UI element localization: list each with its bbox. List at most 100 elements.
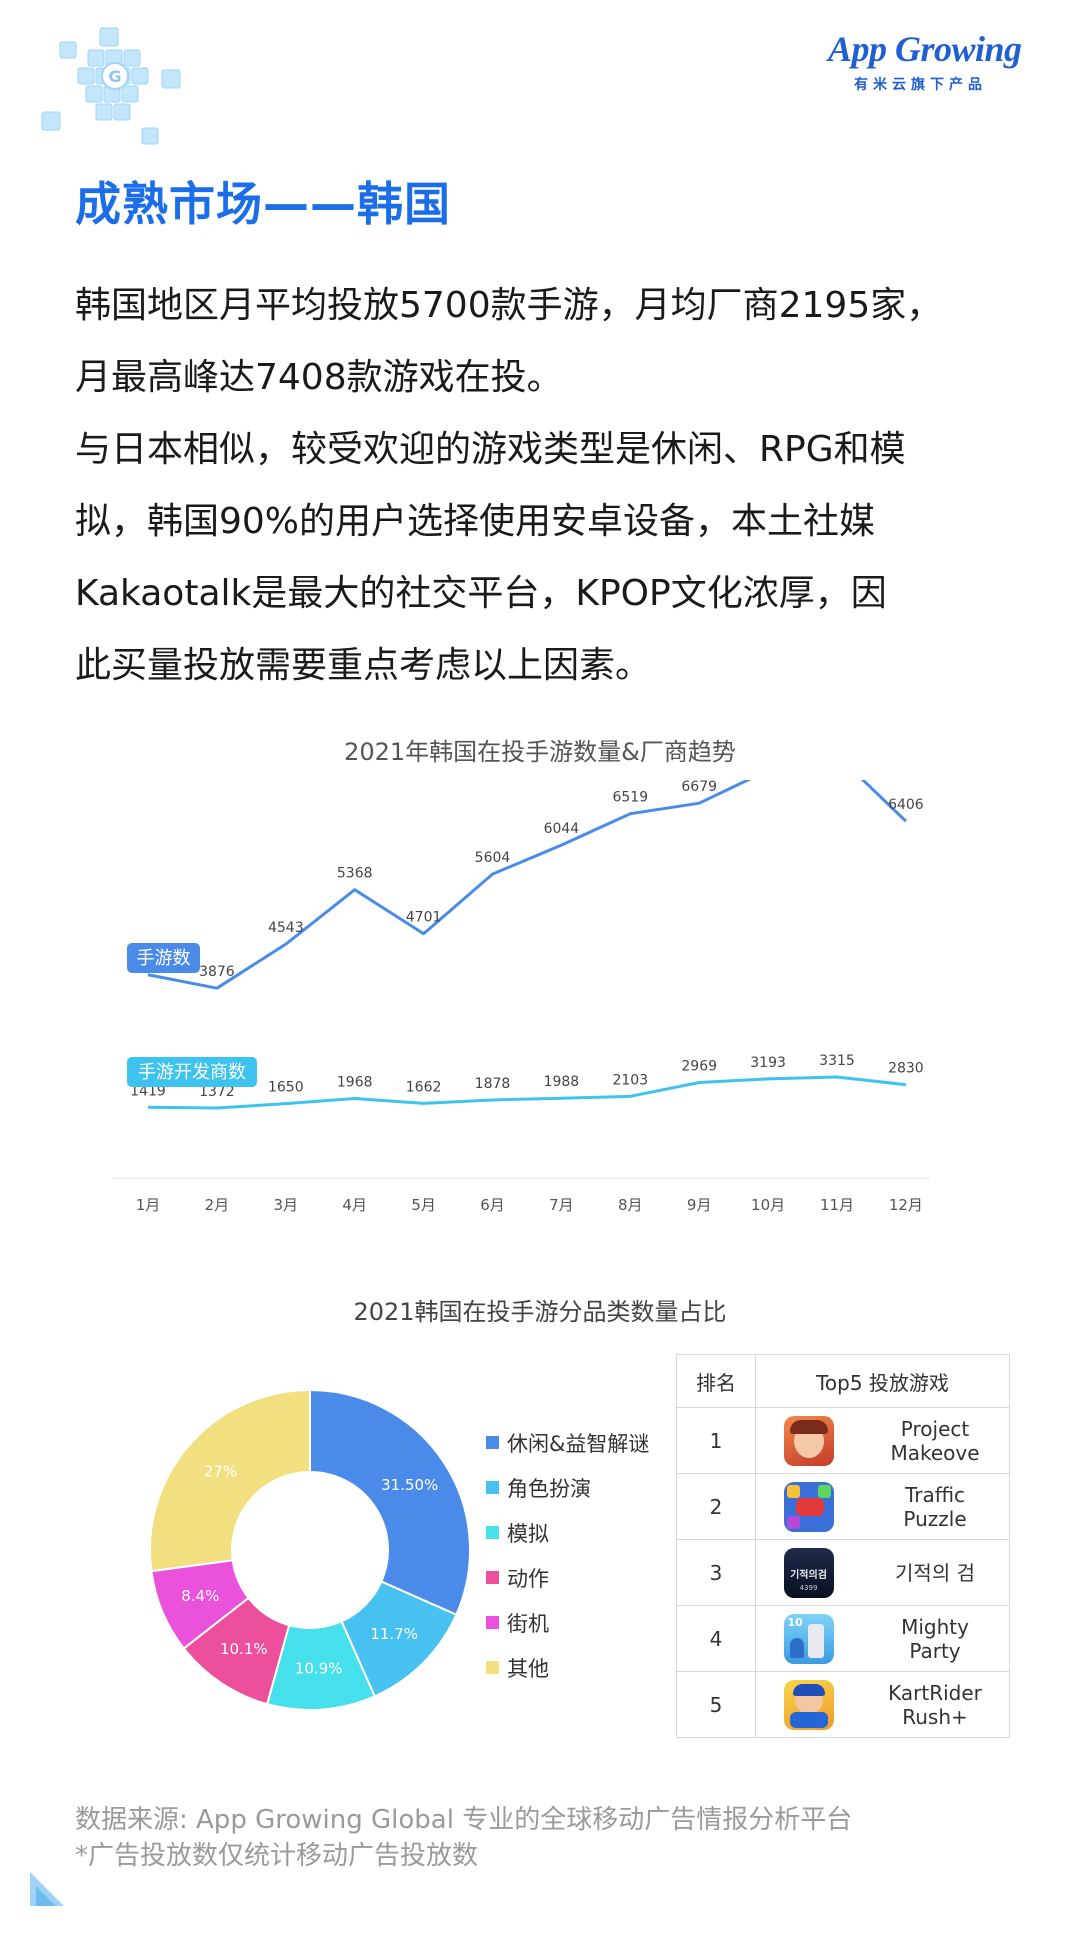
rank-cell: 2 — [676, 1473, 756, 1540]
series-label-text: 手游数 — [137, 948, 191, 969]
svg-text:G: G — [108, 67, 121, 86]
data-label: 1968 — [337, 1075, 373, 1091]
donut-chart: 31.50% 11.7% 10.9% 10.1% 8.4% 27% — [149, 1388, 471, 1711]
ad-count-note: *广告投放数仅统计移动广告投放数 — [75, 1841, 479, 1871]
data-label: 1419 — [130, 1083, 166, 1099]
data-label: 3876 — [199, 964, 235, 980]
x-tick-label: 5月 — [411, 1196, 436, 1214]
slice-label: 10.9% — [295, 1660, 343, 1678]
legend-swatch — [486, 1616, 499, 1629]
data-label: 4543 — [268, 920, 304, 936]
data-label: 1662 — [406, 1079, 442, 1095]
x-tick-label: 12月 — [889, 1196, 923, 1214]
data-label: 5368 — [337, 866, 373, 882]
slice-label: 31.50% — [381, 1476, 438, 1494]
intro-paragraph: 韩国地区月平均投放5700款手游，月均厂商2195家， 月最高峰达7408款游戏… — [75, 270, 1035, 702]
data-label: 1878 — [475, 1076, 511, 1092]
data-label: 3315 — [819, 1053, 855, 1069]
icon-caption: 10 — [787, 1615, 803, 1629]
table-row: 3 기적의검 4399 기적의 검 — [676, 1539, 1010, 1606]
x-tick-label: 10月 — [751, 1196, 785, 1214]
table-row: 5 KartRider Rush+ — [676, 1671, 1010, 1738]
series-label-tag: 手游数 — [127, 943, 200, 973]
series-label-tag: 手游开发商数 — [127, 1057, 257, 1087]
project-makeover-app-icon — [783, 1415, 834, 1466]
data-label: 2103 — [612, 1072, 648, 1088]
intro-line: 此买量投放需要重点考虑以上因素。 — [75, 645, 652, 686]
mighty-party-app-icon: 10 — [783, 1613, 834, 1664]
page-title: 成熟市场——韩国 — [75, 177, 451, 231]
legend-swatch — [486, 1526, 499, 1539]
line-chart-title: 2021年韩国在投手游数量&厂商趋势 — [344, 738, 736, 766]
legend-item: 角色扮演 — [486, 1465, 649, 1510]
game-name-line: Puzzle — [903, 1506, 967, 1531]
slice-label: 10.1% — [220, 1640, 268, 1658]
x-tick-label: 4月 — [342, 1196, 367, 1214]
game-name-line: 기적의 검 — [895, 1560, 975, 1585]
data-label: 4701 — [406, 910, 442, 926]
intro-line: 月最高峰达7408款游戏在投。 — [75, 357, 563, 398]
cube-cluster-decoration: G — [41, 27, 181, 145]
legend-label: 动作 — [507, 1566, 549, 1591]
intro-line: 韩国地区月平均投放5700款手游，月均厂商2195家， — [75, 285, 943, 326]
intro-line: Kakaotalk是最大的社交平台，KPOP文化浓厚，因 — [75, 573, 887, 614]
kartrider-rush-app-icon — [783, 1679, 834, 1730]
data-label: 3193 — [750, 1055, 786, 1071]
rank-cell: 4 — [676, 1605, 756, 1672]
logo-tagline: 有米云旗下产品 — [854, 77, 987, 93]
data-label: 6519 — [612, 790, 648, 806]
icon-caption: 기적의검 — [790, 1569, 827, 1581]
data-label: 5604 — [475, 850, 511, 866]
data-label: 1372 — [199, 1084, 235, 1100]
series-line-1 — [147, 780, 907, 990]
data-label: 2830 — [888, 1061, 924, 1077]
legend-label: 角色扮演 — [507, 1476, 591, 1501]
icon-caption: 4399 — [799, 1583, 818, 1592]
top5-games-table: 排名 Top5 投放游戏 1 Project Makeove 2 Traffic — [676, 1354, 1010, 1738]
x-tick-label: 9月 — [687, 1196, 712, 1214]
x-tick-label: 11月 — [820, 1196, 854, 1214]
corner-triangle-decoration — [30, 1872, 64, 1906]
legend-label: 休闲&益智解谜 — [507, 1431, 650, 1456]
table-row: 2 Traffic Puzzle — [676, 1473, 1010, 1540]
legend-swatch — [486, 1436, 499, 1449]
game-name-line: Traffic — [904, 1482, 966, 1507]
donut-legend: 休闲&益智解谜 角色扮演 模拟 动作 街机 其他 — [486, 1420, 649, 1690]
data-label: 6679 — [681, 780, 717, 795]
x-tick-label: 6月 — [480, 1196, 505, 1214]
game-name-line: KartRider — [888, 1680, 982, 1705]
x-tick-label: 2月 — [205, 1196, 230, 1214]
data-label: 6044 — [544, 821, 580, 837]
legend-swatch — [486, 1481, 499, 1494]
series-label-text: 手游开发商数 — [138, 1062, 246, 1083]
legend-item: 街机 — [486, 1600, 649, 1645]
x-tick-label: 3月 — [274, 1196, 299, 1214]
slice-label: 8.4% — [181, 1587, 219, 1605]
x-tick-label: 7月 — [549, 1196, 574, 1214]
line-chart: 4080387645435368470156046044651966797177… — [112, 780, 930, 1214]
rank-cell: 3 — [676, 1539, 756, 1606]
donut-slice — [149, 1388, 311, 1573]
legend-label: 模拟 — [507, 1521, 549, 1546]
game-name-line: Project — [900, 1416, 970, 1441]
game-name-line: Party — [909, 1638, 961, 1663]
legend-item: 模拟 — [486, 1510, 649, 1555]
rank-cell: 1 — [676, 1407, 756, 1474]
data-label: 1650 — [268, 1080, 304, 1096]
table-header-games: Top5 投放游戏 — [755, 1354, 1010, 1408]
x-tick-label: 8月 — [618, 1196, 643, 1214]
legend-label: 其他 — [507, 1656, 549, 1681]
series-line-2 — [147, 1075, 907, 1110]
miracle-sword-app-icon: 기적의검 4399 — [783, 1547, 834, 1598]
data-label: 2969 — [681, 1058, 717, 1074]
legend-item: 动作 — [486, 1555, 649, 1600]
donut-chart-title: 2021韩国在投手游分品类数量占比 — [353, 1298, 727, 1326]
slice-label: 27% — [204, 1463, 237, 1481]
game-name-line: Makeove — [890, 1440, 980, 1465]
x-tick-label: 1月 — [136, 1196, 161, 1214]
data-source-note: 数据来源: App Growing Global 专业的全球移动广告情报分析平台 — [75, 1805, 853, 1835]
legend-swatch — [486, 1661, 499, 1674]
data-label: 1988 — [544, 1074, 580, 1090]
data-label: 6406 — [888, 797, 924, 813]
legend-label: 街机 — [507, 1611, 549, 1636]
